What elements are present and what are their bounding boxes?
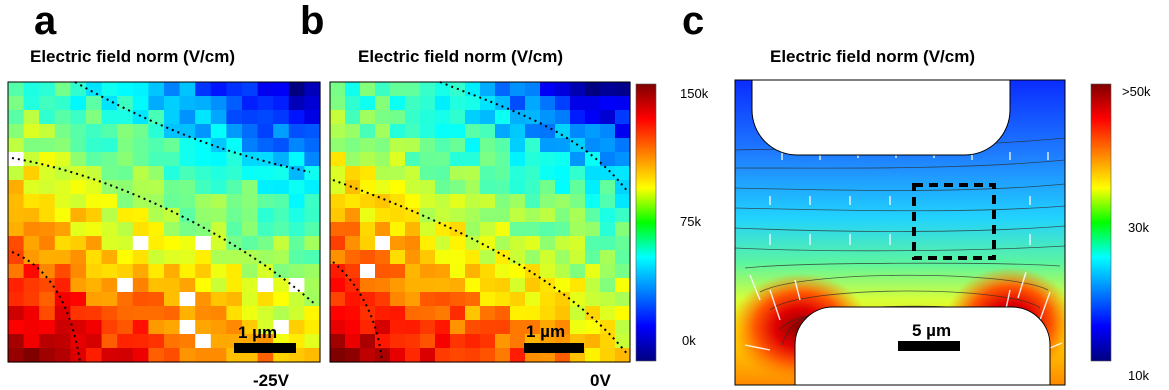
panel-c-scalebar-label: 5 µm <box>912 321 951 340</box>
panel-c-simulation <box>735 80 1065 385</box>
panel-b-colorbar <box>635 83 657 362</box>
panel-a-title: Electric field norm (V/cm) <box>30 47 235 66</box>
panel-a-letter: a <box>34 0 57 43</box>
panel-c-letter: c <box>682 0 704 43</box>
panel-c-scalebar <box>898 341 960 351</box>
panel-a-scalebar <box>234 343 296 353</box>
panel-c-colorbar-tick-high: >50k <box>1122 84 1151 99</box>
panel-c-colorbar <box>1090 83 1112 362</box>
panel-b-scalebar <box>524 343 584 353</box>
panel-a-heatmap <box>8 82 321 363</box>
panel-b-voltage: 0V <box>590 371 611 390</box>
panel-a-voltage: -25V <box>253 371 290 390</box>
panel-b-letter: b <box>300 0 324 43</box>
top-electrode <box>751 80 1011 156</box>
panel-b-colorbar-tick-high: 150k <box>680 86 709 101</box>
panel-a-scalebar-label: 1 µm <box>238 323 277 342</box>
panel-c-colorbar-tick-low: 10k <box>1128 368 1149 383</box>
panel-c-title: Electric field norm (V/cm) <box>770 47 975 66</box>
panel-b-colorbar-tick-low: 0k <box>682 333 696 348</box>
panel-a-contours <box>11 81 317 363</box>
panel-b-title: Electric field norm (V/cm) <box>358 47 563 66</box>
panel-c-colorbar-tick-mid: 30k <box>1128 220 1149 235</box>
panel-b-contours <box>332 81 629 363</box>
panel-b-scalebar-label: 1 µm <box>526 322 565 341</box>
panel-b-colorbar-tick-mid: 75k <box>680 214 701 229</box>
panel-b-heatmap <box>330 82 631 363</box>
